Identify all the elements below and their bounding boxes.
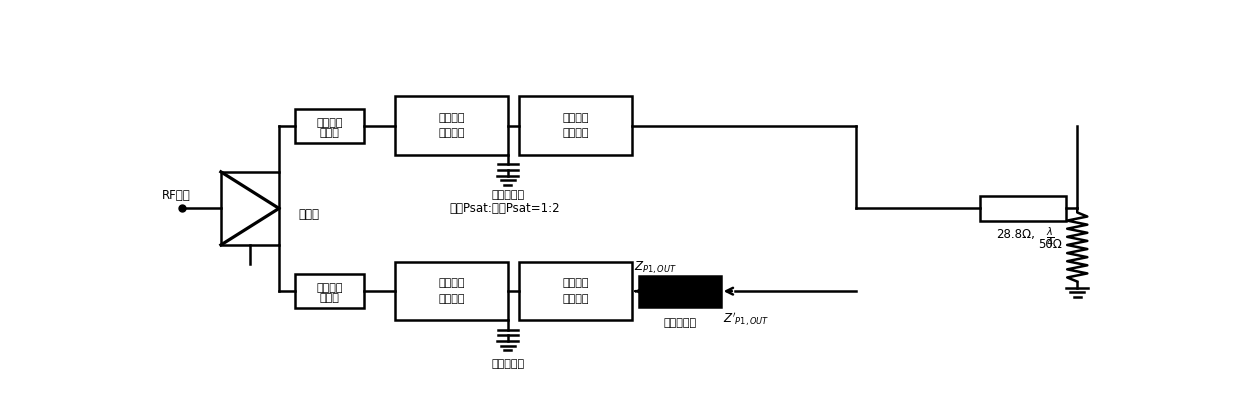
Text: RF输入: RF输入 xyxy=(162,189,191,202)
Bar xyxy=(520,97,631,155)
Text: 匹配网络: 匹配网络 xyxy=(562,128,589,138)
Bar xyxy=(295,109,365,143)
Bar xyxy=(221,172,279,245)
Text: 28.8Ω,: 28.8Ω, xyxy=(996,228,1034,242)
Text: 载波相位: 载波相位 xyxy=(316,117,342,127)
Text: 补偿线: 补偿线 xyxy=(320,127,340,138)
Text: 峰值输出: 峰值输出 xyxy=(562,278,589,288)
Text: 载波放大器: 载波放大器 xyxy=(491,190,525,200)
Text: 50Ω: 50Ω xyxy=(1038,239,1061,252)
Text: $\frac{\lambda}{4}$: $\frac{\lambda}{4}$ xyxy=(1047,225,1055,249)
Text: $Z_{P1,OUT}$: $Z_{P1,OUT}$ xyxy=(634,260,677,276)
Text: 补偿线: 补偿线 xyxy=(320,293,340,303)
Text: 峰値放大器: 峰値放大器 xyxy=(491,359,525,370)
Text: 功分器: 功分器 xyxy=(299,208,320,221)
Bar xyxy=(396,97,507,155)
Bar xyxy=(396,262,507,321)
Text: 载波Psat:峰値Psat=1:2: 载波Psat:峰値Psat=1:2 xyxy=(449,202,560,215)
Text: 载波输出: 载波输出 xyxy=(562,113,589,123)
Bar xyxy=(981,196,1065,221)
Bar xyxy=(640,276,720,306)
Text: 载波输入: 载波输入 xyxy=(438,113,465,123)
Bar xyxy=(520,262,631,321)
Text: 峰值相位: 峰值相位 xyxy=(316,283,342,293)
Text: 匹配网络: 匹配网络 xyxy=(562,294,589,304)
Text: $Z'_{P1,OUT}$: $Z'_{P1,OUT}$ xyxy=(723,311,770,328)
Text: 峰值输入: 峰值输入 xyxy=(438,278,465,288)
Bar xyxy=(295,274,365,308)
Text: 匹配网络: 匹配网络 xyxy=(438,128,465,138)
Text: 匹配网络: 匹配网络 xyxy=(438,294,465,304)
Text: 阻抗变抛线: 阻抗变抛线 xyxy=(663,318,697,328)
